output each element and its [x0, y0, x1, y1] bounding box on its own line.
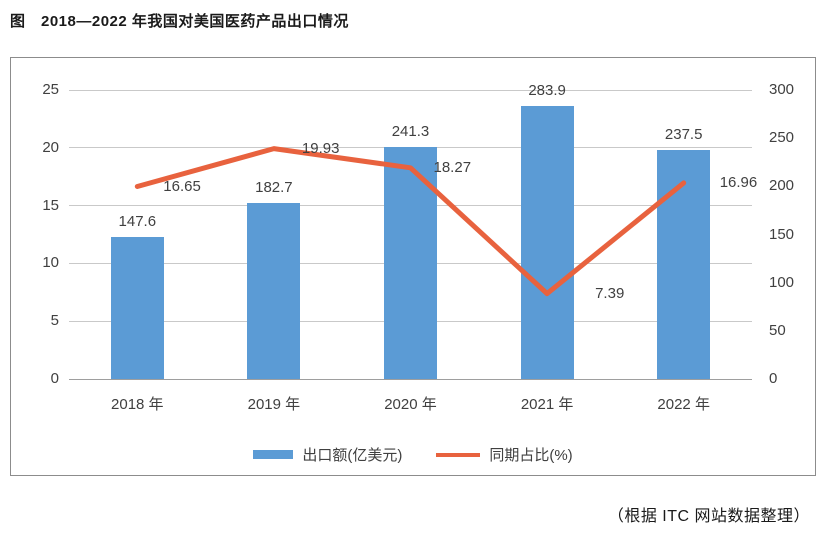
x-axis-category-label: 2021 年: [520, 396, 574, 413]
page-title: 图 2018—2022 年我国对美国医药产品出口情况: [10, 13, 349, 30]
bar-value-label: 147.6: [118, 212, 157, 230]
left-axis-tick-label: 15: [42, 196, 59, 214]
right-axis-tick-label: 200: [769, 177, 795, 195]
bar-value-label: 182.7: [255, 178, 293, 196]
line-value-label: 16.96: [719, 173, 758, 191]
right-axis-tick-label: 150: [769, 225, 795, 243]
source-note: （根据 ITC 网站数据整理）: [607, 508, 810, 525]
line-value-label: 19.93: [301, 139, 340, 157]
x-axis-category-label: 2018 年: [111, 396, 164, 413]
left-axis-tick-label: 25: [42, 81, 59, 98]
right-axis-tick-label: 0: [769, 370, 778, 387]
right-axis-tick-label: 50: [769, 321, 786, 339]
gridline: [69, 89, 752, 91]
line-series: [134, 146, 687, 297]
left-axis-tick-label: 10: [42, 254, 59, 272]
legend-item-share: 同期占比(%): [436, 444, 573, 465]
bar-2022 年: [657, 150, 711, 379]
left-axis-tick-label: 5: [50, 312, 59, 330]
chart-plot-area: 0 5 10 15 20 25 0 50 100 150 200 250 300 147.6 182.7 24…: [11, 58, 815, 475]
x-axis-category-label: 2020 年: [384, 396, 437, 413]
bar-2018 年: [110, 236, 164, 379]
legend-label-share: 同期占比(%): [489, 447, 573, 464]
bar-2021 年: [520, 105, 574, 379]
chart-legend: 出口额(亿美元) 同期占比(%): [11, 444, 815, 465]
line-series-swatch-icon: [436, 452, 481, 457]
bar-series-swatch-icon: [253, 450, 294, 459]
line-series-path: [134, 146, 687, 297]
line-value-label: 18.27: [433, 158, 472, 176]
left-axis-tick-label: 0: [50, 370, 59, 387]
bar-value-label: 237.5: [664, 126, 703, 144]
legend-label-export: 出口额(亿美元): [302, 447, 403, 464]
line-value-label: 16.65: [163, 177, 201, 195]
line-value-label: 7.39: [595, 284, 625, 302]
x-axis-category-label: 2019 年: [247, 396, 301, 413]
bar-2019 年: [247, 202, 301, 379]
chart-frame: 0 5 10 15 20 25 0 50 100 150 200 250 300 147.6 182.7 24…: [10, 57, 816, 476]
right-axis-tick-label: 250: [769, 129, 795, 147]
bar-value-label: 283.9: [528, 81, 566, 99]
right-axis-tick-label: 100: [769, 273, 795, 291]
x-axis-line: [69, 378, 752, 380]
right-axis-tick-label: 300: [769, 81, 795, 98]
left-axis-tick-label: 20: [42, 138, 59, 156]
bar-value-label: 241.3: [391, 122, 430, 140]
legend-item-export: 出口额(亿美元): [253, 444, 402, 465]
x-axis-category-label: 2022 年: [657, 396, 710, 413]
